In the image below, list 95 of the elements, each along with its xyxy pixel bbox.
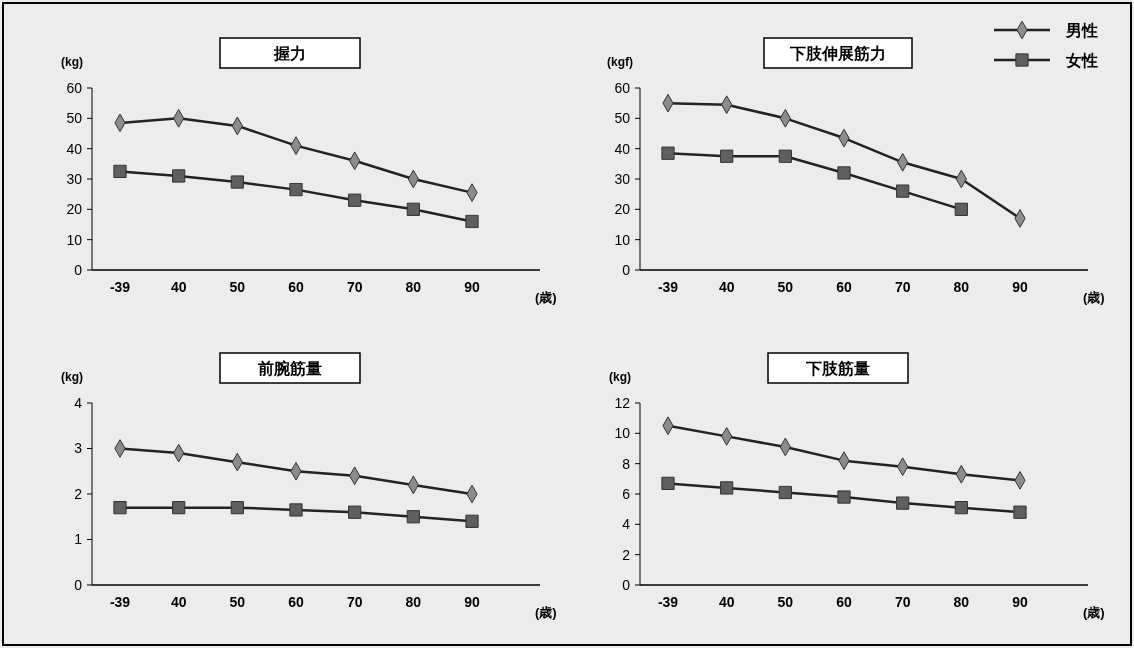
point <box>406 510 420 524</box>
y-tick-label: 12 <box>614 394 631 411</box>
point <box>348 193 362 207</box>
y-tick-label: 40 <box>614 140 631 157</box>
y-tick-label: 10 <box>614 231 631 248</box>
x-axis-title: (歳) <box>1083 605 1105 620</box>
point <box>896 496 910 510</box>
y-axis-title: (kgf) <box>607 55 633 69</box>
point <box>778 485 792 500</box>
y-tick-label: 20 <box>66 201 83 218</box>
y-axis-title: (kg) <box>61 55 83 69</box>
point <box>172 169 186 183</box>
point <box>289 503 303 517</box>
y-tick-label: 6 <box>622 485 631 502</box>
y-tick-label: 50 <box>66 110 83 127</box>
point <box>465 214 479 229</box>
x-tick-label: 40 <box>170 279 187 295</box>
point <box>954 501 968 515</box>
point <box>778 149 792 163</box>
point <box>661 146 675 160</box>
x-tick-label: 60 <box>288 594 304 610</box>
chart-title: 下肢筋量 <box>805 360 870 377</box>
x-tick-label: 90 <box>1012 279 1028 295</box>
y-tick-label: 4 <box>74 394 83 411</box>
x-tick-label: 70 <box>894 279 911 295</box>
y-tick-label: 30 <box>66 170 83 187</box>
point <box>837 166 851 180</box>
y-tick-label: 4 <box>622 516 631 533</box>
point <box>661 476 675 491</box>
y-tick-label: 0 <box>74 576 83 593</box>
x-tick-label: 70 <box>346 594 363 610</box>
x-tick-label: -39 <box>109 594 131 610</box>
y-tick-label: 0 <box>622 576 631 593</box>
y-tick-label: 60 <box>614 79 631 96</box>
legend-label: 男性 <box>1065 21 1098 39</box>
y-tick-label: 2 <box>622 546 631 563</box>
x-tick-label: -39 <box>657 279 679 295</box>
point <box>230 501 244 515</box>
x-tick-label: 50 <box>777 594 794 610</box>
chart-title: 下肢伸展筋力 <box>789 45 886 62</box>
y-tick-label: 10 <box>614 425 631 442</box>
x-tick-label: 40 <box>170 594 187 610</box>
y-axis-title: (kg) <box>61 370 83 384</box>
y-tick-label: 60 <box>66 79 83 96</box>
y-tick-label: 0 <box>622 261 631 278</box>
y-tick-label: 3 <box>74 440 83 457</box>
x-tick-label: 70 <box>346 279 363 295</box>
point <box>954 202 968 216</box>
point <box>720 481 734 495</box>
point <box>113 164 127 179</box>
x-tick-label: -39 <box>657 594 679 610</box>
x-tick-label: 80 <box>405 594 422 610</box>
x-tick-label: 90 <box>464 279 480 295</box>
y-tick-label: 20 <box>614 201 631 218</box>
x-axis-title: (歳) <box>1083 290 1105 305</box>
y-tick-label: 2 <box>74 485 83 502</box>
x-tick-label: 60 <box>836 279 852 295</box>
y-tick-label: 50 <box>614 110 631 127</box>
point <box>113 501 127 515</box>
y-tick-label: 30 <box>614 170 631 187</box>
point <box>172 501 186 515</box>
y-tick-label: 10 <box>66 231 83 248</box>
legend-label: 女性 <box>1065 51 1098 69</box>
y-tick-label: 0 <box>74 261 83 278</box>
chart-title: 握力 <box>273 45 306 62</box>
point <box>289 182 303 197</box>
x-tick-label: 40 <box>718 594 735 610</box>
x-axis-title: (歳) <box>535 290 557 305</box>
point <box>896 184 910 198</box>
point <box>720 149 734 163</box>
point <box>465 514 479 528</box>
y-tick-label: 40 <box>66 140 83 157</box>
x-tick-label: 50 <box>229 594 246 610</box>
x-tick-label: 80 <box>953 279 970 295</box>
y-axis-title: (kg) <box>609 370 631 384</box>
x-tick-label: 40 <box>718 279 735 295</box>
x-tick-label: 70 <box>894 594 911 610</box>
x-tick-label: 60 <box>836 594 852 610</box>
x-tick-label: 60 <box>288 279 304 295</box>
x-tick-label: 90 <box>1012 594 1028 610</box>
point <box>230 175 244 189</box>
x-tick-label: 80 <box>405 279 422 295</box>
x-axis-title: (歳) <box>535 605 557 620</box>
x-tick-label: 50 <box>777 279 794 295</box>
x-tick-label: -39 <box>109 279 131 295</box>
y-tick-label: 1 <box>74 531 83 548</box>
point <box>1013 505 1027 519</box>
x-tick-label: 50 <box>229 279 246 295</box>
point <box>406 202 420 216</box>
y-tick-label: 8 <box>622 455 631 472</box>
x-tick-label: 90 <box>464 594 480 610</box>
point <box>837 490 851 504</box>
chart-title: 前腕筋量 <box>257 360 322 377</box>
x-tick-label: 80 <box>953 594 970 610</box>
point <box>348 505 362 519</box>
